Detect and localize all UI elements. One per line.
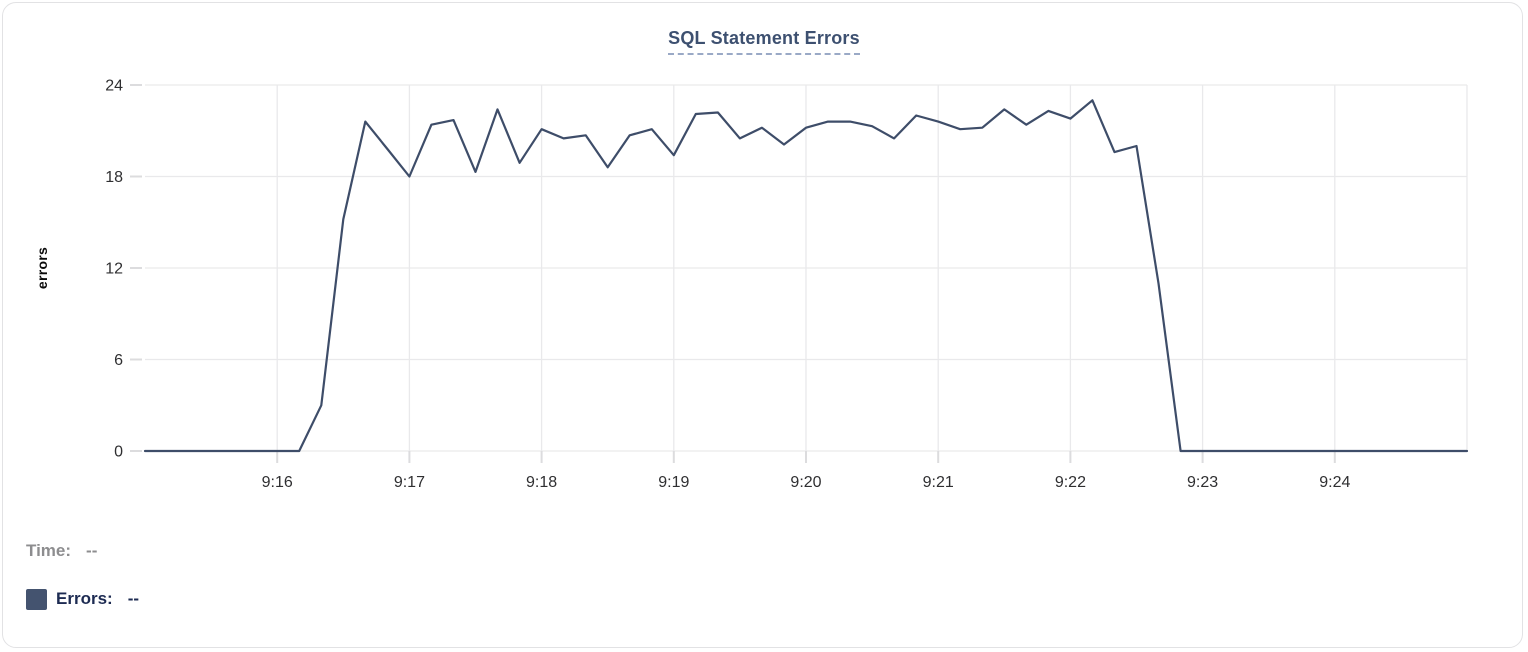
- legend-errors-value: --: [127, 589, 140, 608]
- legend-time-label: Time:: [26, 541, 72, 560]
- y-tick-label: 6: [114, 352, 123, 369]
- x-tick-label: 9:18: [526, 474, 557, 491]
- x-tick-label: 9:19: [658, 474, 689, 491]
- x-tick-label: 9:17: [394, 474, 425, 491]
- x-tick-label: 9:22: [1055, 474, 1086, 491]
- legend-errors-label: Errors:: [56, 589, 113, 608]
- y-axis-title: errors: [34, 246, 50, 290]
- y-tick-label: 0: [114, 444, 123, 461]
- x-tick-label: 9:16: [262, 474, 293, 491]
- legend-time-row: Time: --: [26, 540, 139, 562]
- x-tick-label: 9:20: [790, 474, 821, 491]
- x-tick-label: 9:21: [923, 474, 954, 491]
- chart-title[interactable]: SQL Statement Errors: [668, 28, 860, 55]
- legend-time-value: --: [86, 541, 98, 560]
- x-tick-label: 9:23: [1187, 474, 1218, 491]
- errors-line-series[interactable]: [143, 99, 1469, 453]
- errors-series-swatch: [26, 588, 47, 610]
- x-tick-label: 9:24: [1319, 474, 1350, 491]
- legend-errors-item[interactable]: Errors: --: [26, 588, 139, 610]
- y-tick-label: 12: [105, 261, 123, 278]
- y-tick-label: 18: [105, 169, 123, 186]
- chart-header: SQL Statement Errors: [0, 28, 1528, 55]
- chart-legend: Time: -- Errors: --: [26, 540, 139, 636]
- y-tick-label: 24: [105, 78, 123, 95]
